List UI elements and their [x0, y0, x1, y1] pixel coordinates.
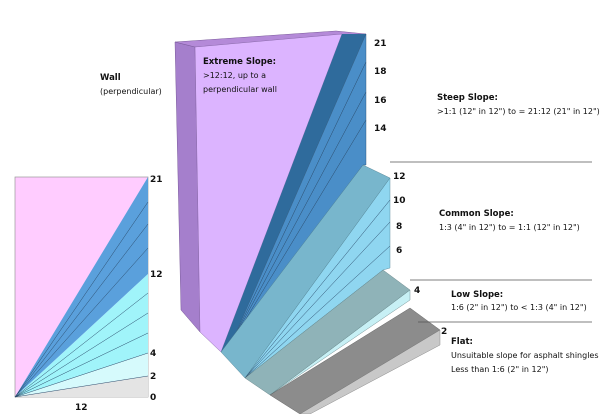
left-tick-0: 0 — [150, 393, 156, 403]
block-tick-21: 21 — [374, 39, 387, 49]
common-title: Common Slope: — [439, 209, 514, 219]
low-slope-face — [269, 289, 411, 396]
extreme-line-2: perpendicular wall — [203, 85, 277, 94]
left-tick-4: 4 — [150, 349, 156, 359]
left-tick-21: 21 — [150, 175, 163, 185]
left-tick-12: 12 — [150, 270, 163, 280]
block-tick-14: 14 — [374, 124, 387, 134]
steep-dark-band — [221, 34, 366, 352]
common-line-1: 1:3 (4" in 12") to = 1:1 (12" in 12") — [439, 223, 580, 232]
slope-block-3d — [174, 30, 441, 414]
flat-top-band — [269, 307, 441, 414]
flat-line-2: Less than 1:6 (2" in 12") — [451, 365, 549, 374]
flat-line-1: Unsuitable slope for asphalt shingles — [451, 351, 599, 360]
block-tick-2: 2 — [441, 327, 447, 337]
block-tick-4: 4 — [414, 286, 420, 296]
block-tick-12: 12 — [393, 172, 406, 182]
steep-slope-lines — [231, 61, 367, 343]
steep-line-1: >1:1 (12" in 12") to = 21:12 (21" in 12"… — [437, 107, 600, 116]
wall-title: Wall — [100, 73, 121, 83]
block-tick-18: 18 — [374, 67, 387, 77]
block-tick-6: 6 — [396, 246, 402, 256]
flat-title: Flat: — [451, 337, 473, 347]
block-tick-8: 8 — [396, 222, 402, 232]
block-tick-16: 16 — [374, 96, 387, 106]
left-common-region — [15, 274, 148, 397]
extreme-title: Extreme Slope: — [203, 57, 276, 67]
left-slope-lines — [14, 201, 149, 398]
flat-slope-face — [299, 329, 441, 414]
left-steep-region — [15, 177, 148, 397]
extreme-line-1: >12:12, up to a — [203, 71, 266, 80]
low-title: Low Slope: — [451, 290, 503, 300]
low-line-1: 1:6 (2" in 12") to < 1:3 (4" in 12") — [451, 303, 587, 312]
block-tick-10: 10 — [393, 196, 406, 206]
steep-title: Steep Slope: — [437, 93, 498, 103]
left-bottom-label: 12 — [75, 403, 88, 413]
wall-subtitle: (perpendicular) — [100, 87, 162, 96]
left-slope-chart: 21 12 4 2 0 12 — [14, 175, 163, 413]
left-tick-2: 2 — [150, 372, 156, 382]
common-slope-lines — [244, 199, 391, 379]
